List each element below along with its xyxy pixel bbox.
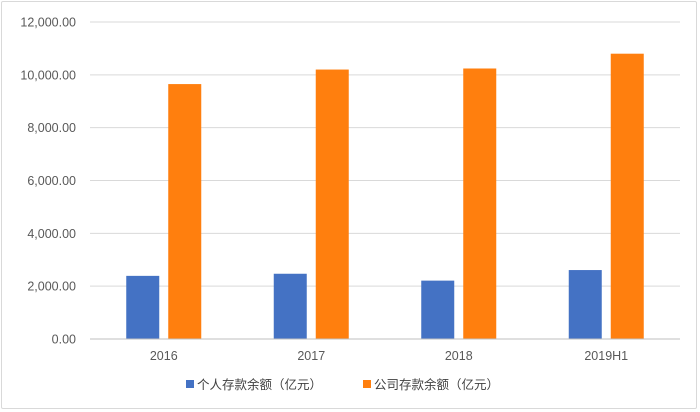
bar-personal-2019H1 (568, 270, 602, 339)
y-axis: 0.00 2,000.00 4,000.00 6,000.00 8,000.00 10,0… (20, 16, 76, 347)
bar-corporate-2019H1 (610, 53, 644, 339)
bar-personal-2017 (273, 273, 307, 339)
y-tick-label: 4,000.00 (27, 227, 76, 241)
bars (126, 53, 644, 340)
bar-corporate-2017 (315, 69, 349, 340)
legend-swatch (186, 380, 194, 388)
legend-swatch (363, 380, 371, 388)
bar-corporate-2016 (168, 84, 202, 340)
y-tick-label: 0.00 (52, 333, 76, 347)
x-tick-label: 2017 (297, 349, 325, 363)
y-tick-label: 6,000.00 (27, 174, 76, 188)
legend-label: 公司存款余额（亿元） (374, 377, 499, 392)
bar-corporate-2018 (463, 68, 497, 339)
x-tick-label: 2019H1 (584, 349, 628, 363)
x-tick-label: 2016 (150, 349, 178, 363)
y-tick-label: 2,000.00 (27, 280, 76, 294)
y-tick-label: 8,000.00 (27, 121, 76, 135)
bar-personal-2016 (126, 275, 160, 339)
y-tick-label: 10,000.00 (20, 68, 76, 82)
legend: 个人存款余额（亿元） 公司存款余额（亿元） (186, 377, 499, 392)
y-tick-label: 12,000.00 (20, 16, 76, 30)
bar-personal-2018 (421, 280, 455, 339)
x-tick-label: 2018 (445, 349, 473, 363)
x-axis: 2016 2017 2018 2019H1 (150, 349, 628, 363)
legend-label: 个人存款余额（亿元） (197, 377, 322, 392)
